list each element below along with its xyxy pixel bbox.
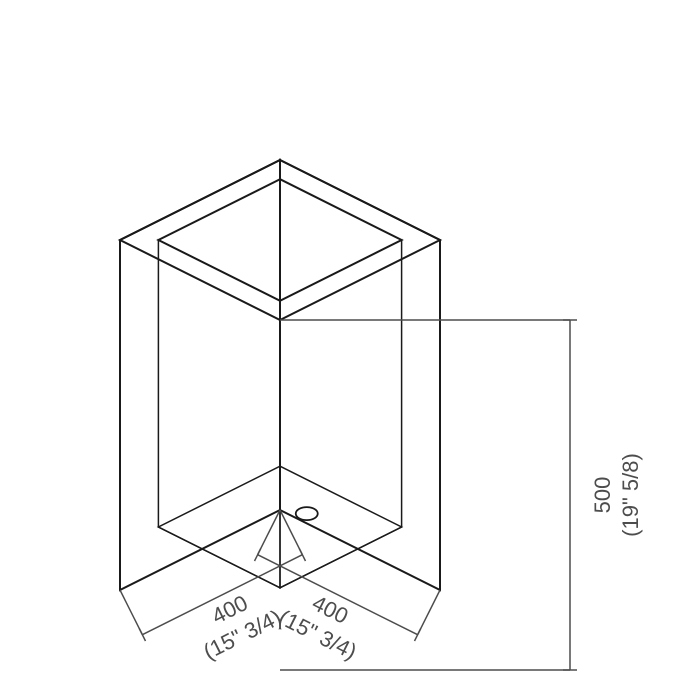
dimension-width: 400(15" 3/4): [187, 580, 286, 665]
dimension-height-metric: 500: [590, 477, 615, 514]
dimension-height-imperial: (19" 5/8): [618, 453, 643, 537]
dimension-depth: 400(15" 3/4): [275, 580, 374, 665]
dimension-drawing: 400(15" 3/4)400(15" 3/4) 500(19" 5/8): [0, 0, 700, 700]
drain-hole: [296, 507, 318, 520]
dimension-height: 500(19" 5/8): [590, 453, 643, 537]
